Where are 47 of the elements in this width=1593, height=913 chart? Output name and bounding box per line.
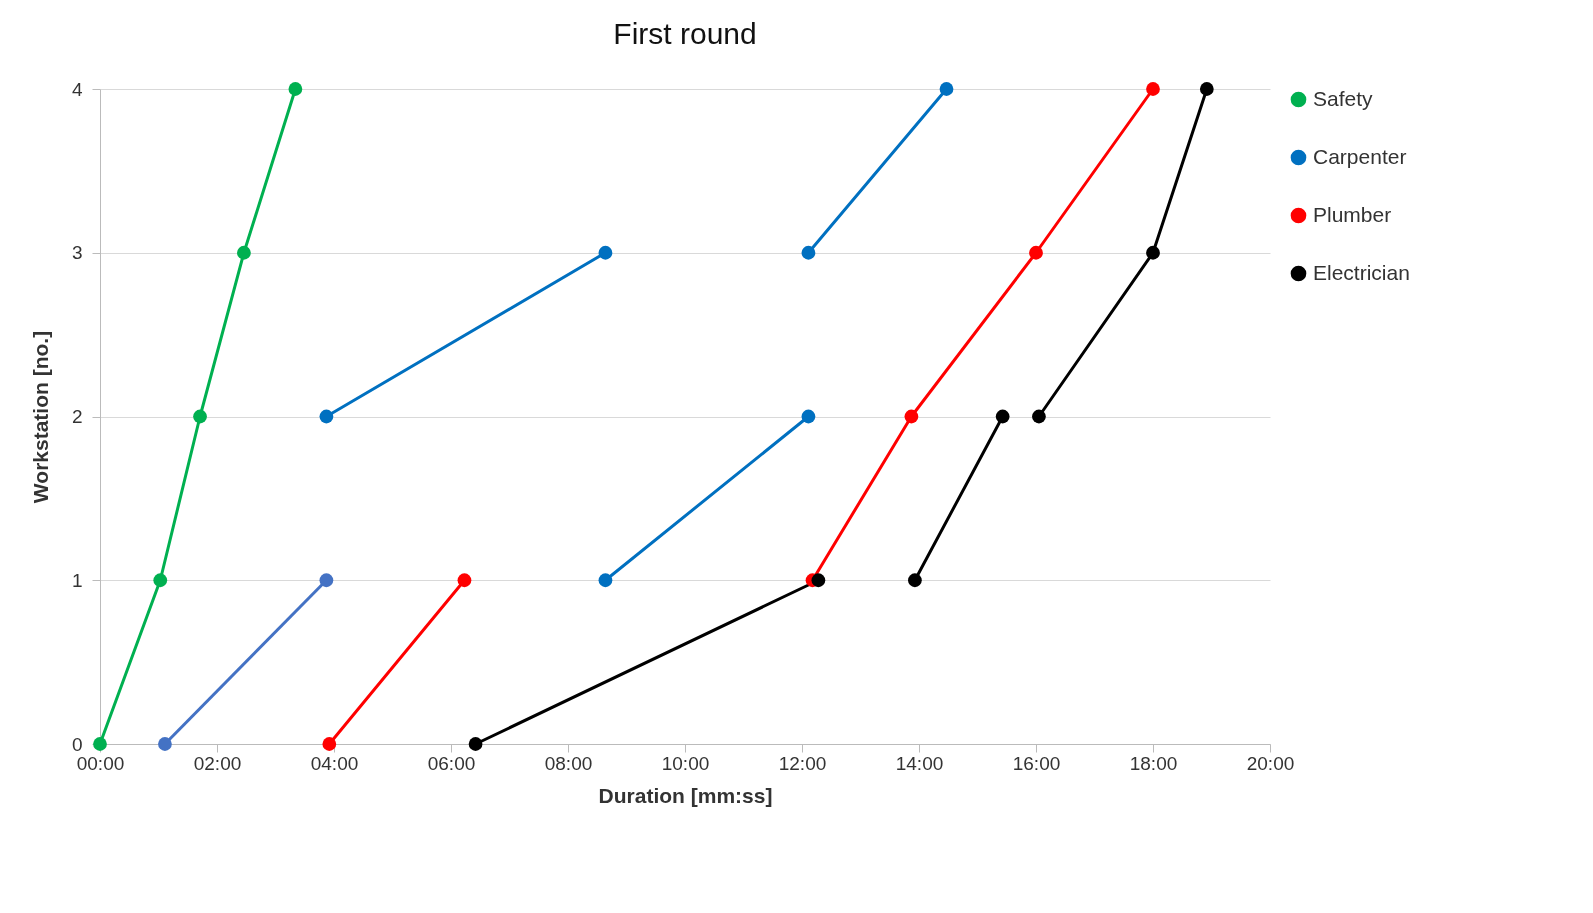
legend-label: Plumber — [1313, 202, 1392, 226]
x-tick-label: 14:00 — [895, 752, 944, 774]
point — [319, 573, 334, 588]
x-axis-title: Duration [mm:ss] — [598, 783, 773, 807]
point — [158, 737, 172, 751]
point — [1146, 82, 1160, 96]
point — [457, 573, 472, 588]
x-tick-label: 06:00 — [427, 752, 476, 774]
point — [193, 409, 207, 424]
point — [1199, 82, 1214, 96]
chart-title: First round — [613, 17, 757, 50]
point — [995, 409, 1010, 424]
x-tick-label: 12:00 — [778, 752, 827, 774]
point — [237, 245, 251, 260]
point — [598, 245, 613, 260]
x-tick-label: 04:00 — [310, 752, 359, 774]
y-tick-label: 1 — [71, 569, 83, 591]
x-tick-label: 16:00 — [1012, 752, 1061, 774]
y-axis-title: Workstation [no.] — [28, 330, 52, 504]
point — [598, 573, 613, 588]
point — [1032, 409, 1046, 424]
y-tick-label: 3 — [71, 242, 83, 264]
legend-label: Safety — [1313, 86, 1374, 110]
x-tick-label: 00:00 — [76, 752, 125, 774]
point — [1146, 245, 1160, 260]
point — [811, 573, 826, 588]
point — [288, 82, 303, 96]
point — [153, 573, 168, 588]
point — [801, 245, 816, 260]
point — [319, 409, 334, 424]
legend-label: Electrician — [1313, 260, 1410, 284]
x-tick-label: 18:00 — [1129, 752, 1178, 774]
legend-label: Carpenter — [1313, 144, 1407, 168]
point — [468, 737, 483, 751]
point — [801, 409, 816, 424]
x-tick-label: 08:00 — [544, 752, 593, 774]
x-tick-label: 02:00 — [193, 752, 242, 774]
y-tick-label: 4 — [71, 78, 83, 100]
point — [904, 409, 919, 424]
point — [322, 737, 337, 751]
x-tick-label: 20:00 — [1246, 752, 1295, 774]
point — [908, 573, 922, 588]
y-tick-label: 0 — [71, 733, 83, 755]
point — [939, 82, 954, 96]
y-tick-label: 2 — [71, 406, 83, 427]
x-tick-label: 10:00 — [661, 752, 710, 774]
point — [1029, 245, 1043, 260]
